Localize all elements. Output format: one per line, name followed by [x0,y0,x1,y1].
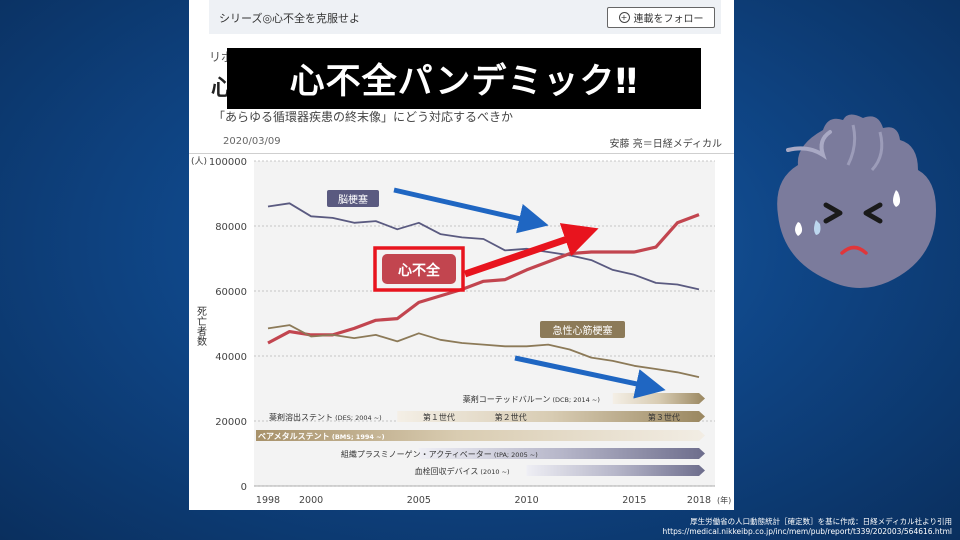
x-unit-label: (年) [717,495,731,505]
series-line [267,324,700,378]
series-line [267,213,700,345]
source-line-1: 厚生労働省の人口動態統計［確定数］を基に作成：日経メディカル社より引用 [690,517,952,526]
plus-circle-icon: + [618,12,630,23]
series-line [267,202,700,291]
therapy-bar-label: 組織プラスミノーゲン・アクティベーター (tPA; 2005 ~) [341,449,538,459]
follow-button[interactable]: + 連載をフォロー [607,7,715,28]
source-note: 厚生労働省の人口動態統計［確定数］を基に作成：日経メディカル社より引用 http… [662,517,952,537]
trend-arrow [463,223,599,278]
y-tick-label: 100000 [209,157,247,168]
therapy-generation-label: 第３世代 [648,412,680,422]
series-label: 心不全 [398,262,441,279]
therapy-bar-sub: (tPA; 2005 ~) [492,451,538,459]
trend-arrow [393,187,549,234]
therapy-generation-label: 第２世代 [495,412,527,422]
article-subtitle: 「あらゆる循環器疾患の終末像」にどう対応するべきか [213,110,514,124]
therapy-bar-sub: (2010 ~) [478,468,509,476]
y-unit-label: (人) [191,156,207,167]
article-author: 安藤 亮＝日経メディカル [609,139,722,150]
x-tick-label: 1998 [256,495,280,506]
series-label-box [382,254,456,284]
y-axis-label: 死亡者数 [195,306,207,347]
series-label-box [540,321,625,338]
series-bar: シリーズ◎心不全を克服せよ + 連載をフォロー [209,0,721,34]
therapy-bar-label: ベアメタルステント (BMS; 1994 ~) [258,431,385,441]
therapy-bar-label: 薬剤コーテッドバルーン (DCB; 2014 ~) [463,394,600,404]
series-label-box [327,190,379,207]
series-label[interactable]: シリーズ◎心不全を克服せよ [219,12,361,25]
therapy-bar [256,430,705,441]
x-tick-label: 2015 [622,495,646,506]
mortality-chart: 0 20000 40000 60000 80000 100000 1998 2000 2005 2… [191,156,731,506]
x-tick-label: 2005 [407,495,431,506]
x-tick-label: 2018 [687,495,711,506]
therapy-bar [418,448,705,459]
series-label: 急性心筋梗塞 [553,324,613,337]
y-tick-label: 20000 [215,417,247,428]
source-line-2[interactable]: https://medical.nikkeibp.co.jp/inc/mem/p… [662,527,952,536]
y-tick-label: 40000 [215,352,247,363]
therapy-bar-label: 血栓回収デバイス (2010 ~) [415,466,510,476]
therapy-bar [397,411,705,422]
x-tick-label: 2010 [515,495,539,506]
therapy-bar-label: 薬剤溶出ステント (DES; 2004 ~) [269,412,382,422]
divider [189,153,734,154]
worried-heart-illustration [777,114,936,289]
therapy-bar-sub: (DCB; 2014 ~) [550,396,599,404]
follow-button-label: 連載をフォロー [633,14,704,25]
series-label: 脳梗塞 [338,193,368,206]
therapy-bar-sub: (DES; 2004 ~) [333,414,382,422]
article-date: 2020/03/09 [223,136,281,147]
therapy-bar [526,465,705,476]
overlay-title: 心不全パンデミック‼ [227,48,701,109]
highlight-box [373,246,465,292]
therapy-bar [612,393,705,404]
therapy-bar-sub: (BMS; 1994 ~) [330,433,385,441]
x-tick-label: 2000 [299,495,323,506]
therapy-generation-label: 第１世代 [423,412,455,422]
y-tick-label: 0 [241,482,247,493]
trend-arrow [514,355,666,399]
y-tick-label: 80000 [215,222,247,233]
y-tick-label: 60000 [215,287,247,298]
